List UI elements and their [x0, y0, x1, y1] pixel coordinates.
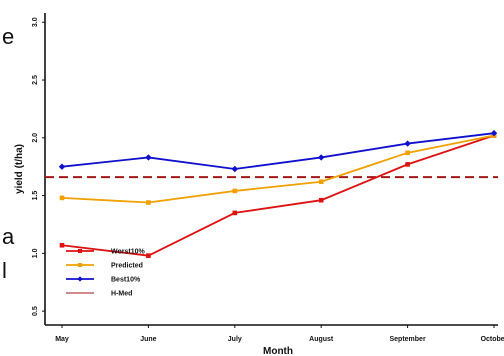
x-axis-ticks: May June July August September October — [55, 325, 504, 343]
legend-marker — [78, 249, 82, 253]
y-tick-label: 3.0 — [32, 17, 39, 27]
x-tick-label: June — [140, 336, 156, 343]
y-axis-ticks: 0.5 1.0 1.5 2.0 2.5 3.0 — [32, 17, 45, 316]
y-tick-label: 2.0 — [32, 133, 39, 143]
x-tick-label: August — [309, 336, 334, 343]
series-line-worst10- — [61, 134, 495, 257]
data-point — [405, 150, 410, 156]
x-axis-title: Month — [263, 346, 293, 356]
legend-label: Best10% — [111, 277, 141, 284]
legend-marker — [78, 263, 82, 267]
x-tick-label: September — [390, 336, 426, 343]
x-tick-label: July — [228, 336, 242, 343]
x-tick-label: May — [55, 336, 69, 343]
y-tick-label: 1.0 — [32, 248, 39, 258]
series-line-predicted — [61, 134, 495, 204]
data-point — [405, 162, 410, 167]
legend-label: Predicted — [111, 263, 143, 270]
data-point — [146, 200, 151, 205]
data-point — [490, 129, 498, 137]
side-text-fragment: a — [2, 224, 15, 249]
data-point — [59, 242, 65, 248]
side-text-fragments: e al — [2, 24, 15, 283]
data-point — [404, 140, 411, 147]
y-axis-title: yield (t/ha) — [14, 144, 25, 194]
legend: Worst10% Predicted Best10% H-Med — [66, 249, 145, 298]
y-tick-label: 0.5 — [32, 306, 39, 316]
data-point — [145, 154, 152, 161]
series-line-best10- — [61, 132, 495, 170]
data-point — [232, 210, 238, 216]
data-point — [146, 253, 151, 258]
data-point — [58, 163, 66, 170]
data-point — [59, 195, 65, 201]
y-tick-label: 1.5 — [32, 191, 39, 201]
legend-label: Worst10% — [111, 249, 145, 256]
data-point — [318, 154, 325, 161]
legend-marker — [77, 276, 83, 282]
x-tick-label: October — [481, 336, 504, 343]
legend-label: H-Med — [111, 291, 132, 298]
side-text-fragment: l — [2, 258, 7, 283]
y-tick-label: 2.5 — [32, 75, 39, 85]
side-text-fragment: e — [2, 24, 14, 49]
data-point — [318, 197, 324, 203]
data-point — [318, 179, 324, 185]
series-layer — [58, 129, 498, 258]
plot-frame — [44, 13, 498, 326]
data-point — [231, 165, 238, 173]
data-point — [232, 188, 238, 194]
